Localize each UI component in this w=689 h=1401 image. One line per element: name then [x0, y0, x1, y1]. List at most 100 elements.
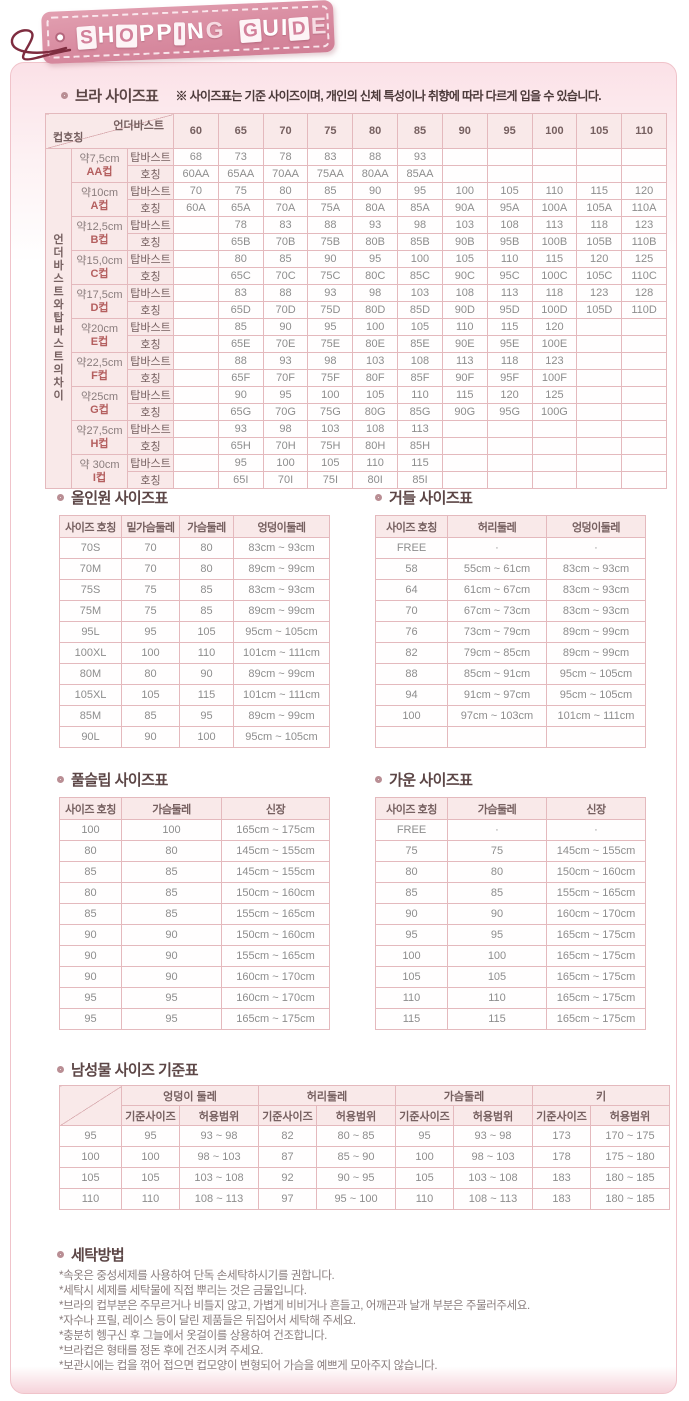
topbust-cell: 95	[217, 454, 264, 472]
size-name-cell	[576, 471, 623, 489]
topbust-cell: 93	[352, 216, 399, 234]
topbust-cell: 70	[173, 182, 219, 200]
topbust-cell: 75	[217, 182, 264, 200]
side-label-char: 스	[53, 338, 64, 350]
topbust-cell: 100	[441, 182, 488, 200]
table-row: 100 100 165cm ~ 175cm	[375, 945, 646, 967]
cup-diff-label: 약7,5cm	[79, 152, 120, 165]
topbust-cell	[173, 454, 219, 472]
sub-header: 허용범위	[453, 1105, 534, 1126]
size-name-cell: 75B	[307, 233, 354, 251]
cup-label-cell: 약20cm E컵	[71, 318, 128, 353]
mens-size-table-wrap: 엉덩이 둘레 허리둘레 가슴둘레 키 기준사이즈 허용범위 기준사이즈 허용범위 기준사이즈 허용…	[59, 1085, 671, 1210]
cell: 80	[179, 558, 234, 580]
cell: 58	[375, 558, 448, 580]
cell: 80M	[59, 663, 122, 685]
cell	[546, 726, 646, 748]
cell: 93 ~ 98	[179, 1125, 259, 1147]
size-name-cell: 100B	[531, 233, 578, 251]
topbust-cell	[486, 148, 533, 166]
bullet-icon	[57, 1066, 64, 1073]
cell: 89cm ~ 99cm	[233, 663, 330, 685]
cell: 95 ~ 100	[315, 1188, 397, 1210]
washing-instruction-line: *충분히 헹구신 후 그늘에서 옷걸이를 상용하여 건조합니다.	[59, 1330, 327, 1342]
cell: ·	[447, 537, 547, 559]
cell: 75M	[59, 600, 122, 622]
cell: 90L	[59, 726, 122, 748]
letter-space	[226, 36, 238, 37]
column-header: 가슴둘레	[121, 797, 222, 820]
topbust-cell: 105	[486, 182, 533, 200]
table-row: 105 105 103 ~ 108 92 90 ~ 95 105 103 ~ 108 183 1…	[59, 1167, 671, 1189]
banner-letter: I	[280, 13, 288, 40]
size-name-cell	[441, 437, 488, 455]
bra-row-name: 호칭 65D 70D 75D 80D 85D 90D 95D 100D 105D 110D	[46, 301, 667, 319]
cell: 80	[59, 882, 122, 904]
size-name-cell	[576, 403, 623, 421]
size-name-cell: 100E	[531, 335, 578, 353]
bra-row-name: 호칭 65B 70B 75B 80B 85B 90B 95B 100B 105B 110B	[46, 233, 667, 251]
cup-diff-label: 약22,5cm	[76, 356, 123, 369]
topbust-cell: 93	[262, 352, 309, 370]
cup-name-label: B컵	[90, 233, 109, 246]
size-name-cell: 65A	[217, 199, 264, 217]
topbust-cell: 110	[531, 182, 578, 200]
cup-name-label: AA컵	[86, 165, 113, 178]
topbust-cell: 100	[307, 386, 354, 404]
topbust-cell: 123	[621, 216, 667, 234]
cup-name-label: E컵	[90, 335, 109, 348]
cell: 95	[121, 1008, 222, 1030]
washing-instruction-line: *자수나 프릴, 레이스 등이 달린 제품들은 뒤집어서 세탁해 주세요.	[59, 1315, 356, 1327]
topbust-cell: 95	[307, 318, 354, 336]
cell: 70M	[59, 558, 122, 580]
cell: 95cm ~ 105cm	[233, 726, 330, 748]
row-type-topbust: 탑바스트	[126, 420, 175, 438]
size-name-cell: 95G	[486, 403, 533, 421]
column-header: 신장	[546, 797, 646, 820]
cell: 100	[447, 945, 547, 967]
cell: ·	[546, 537, 646, 559]
cell: 173	[532, 1125, 592, 1147]
cup-diff-label: 약25cm	[80, 390, 119, 403]
cell: 150cm ~ 160cm	[221, 882, 330, 904]
sub-header: 허용범위	[179, 1105, 259, 1126]
table-row: 70 67cm ~ 73cm 83cm ~ 93cm	[375, 600, 646, 622]
topbust-cell	[173, 386, 219, 404]
topbust-cell: 83	[262, 216, 309, 234]
cell: 88	[375, 663, 448, 685]
size-name-cell: 70AA	[262, 165, 309, 183]
topbust-cell	[486, 454, 533, 472]
size-name-cell	[531, 165, 578, 183]
cell: 90	[59, 924, 122, 946]
topbust-cell	[173, 216, 219, 234]
cup-name-label: A컵	[90, 199, 109, 212]
cell	[375, 726, 448, 748]
topbust-cell: 90	[307, 250, 354, 268]
table-row	[375, 726, 646, 748]
cell: 95L	[59, 621, 122, 643]
size-name-cell: 75G	[307, 403, 354, 421]
section-header-mens: 남성물 사이즈 기준표	[57, 1059, 199, 1080]
cell: 85	[179, 600, 234, 622]
cup-name-label: F컵	[91, 369, 108, 382]
banner-letter: H	[97, 20, 115, 48]
section-title-fullslip: 풀슬립 사이즈표	[71, 772, 168, 789]
cell: 85 ~ 90	[315, 1146, 397, 1168]
cell: 165cm ~ 175cm	[221, 819, 330, 841]
column-header: 사이즈 호칭	[59, 515, 122, 538]
cell: 108 ~ 113	[453, 1188, 534, 1210]
side-label-char: 더	[53, 247, 64, 259]
corner-cell: 언더바스트 컵호칭	[44, 113, 175, 149]
cell: 100	[395, 1146, 455, 1168]
size-name-cell: 80D	[352, 301, 399, 319]
table-row: 100 100 165cm ~ 175cm	[59, 819, 330, 841]
bra-row-name: 호칭 65E 70E 75E 80E 85E 90E 95E 100E	[46, 335, 667, 353]
cell: 105	[121, 684, 180, 706]
cell: 97	[258, 1188, 317, 1210]
cell: 85	[121, 882, 222, 904]
bra-row-topbust: 약10cm A컵 탑바스트 70 75 80 85 90 95 100 105 110 115 120	[46, 182, 667, 217]
cell: 178	[532, 1146, 592, 1168]
topbust-cell	[173, 352, 219, 370]
topbust-cell	[441, 454, 488, 472]
cell: 61cm ~ 67cm	[447, 579, 547, 601]
